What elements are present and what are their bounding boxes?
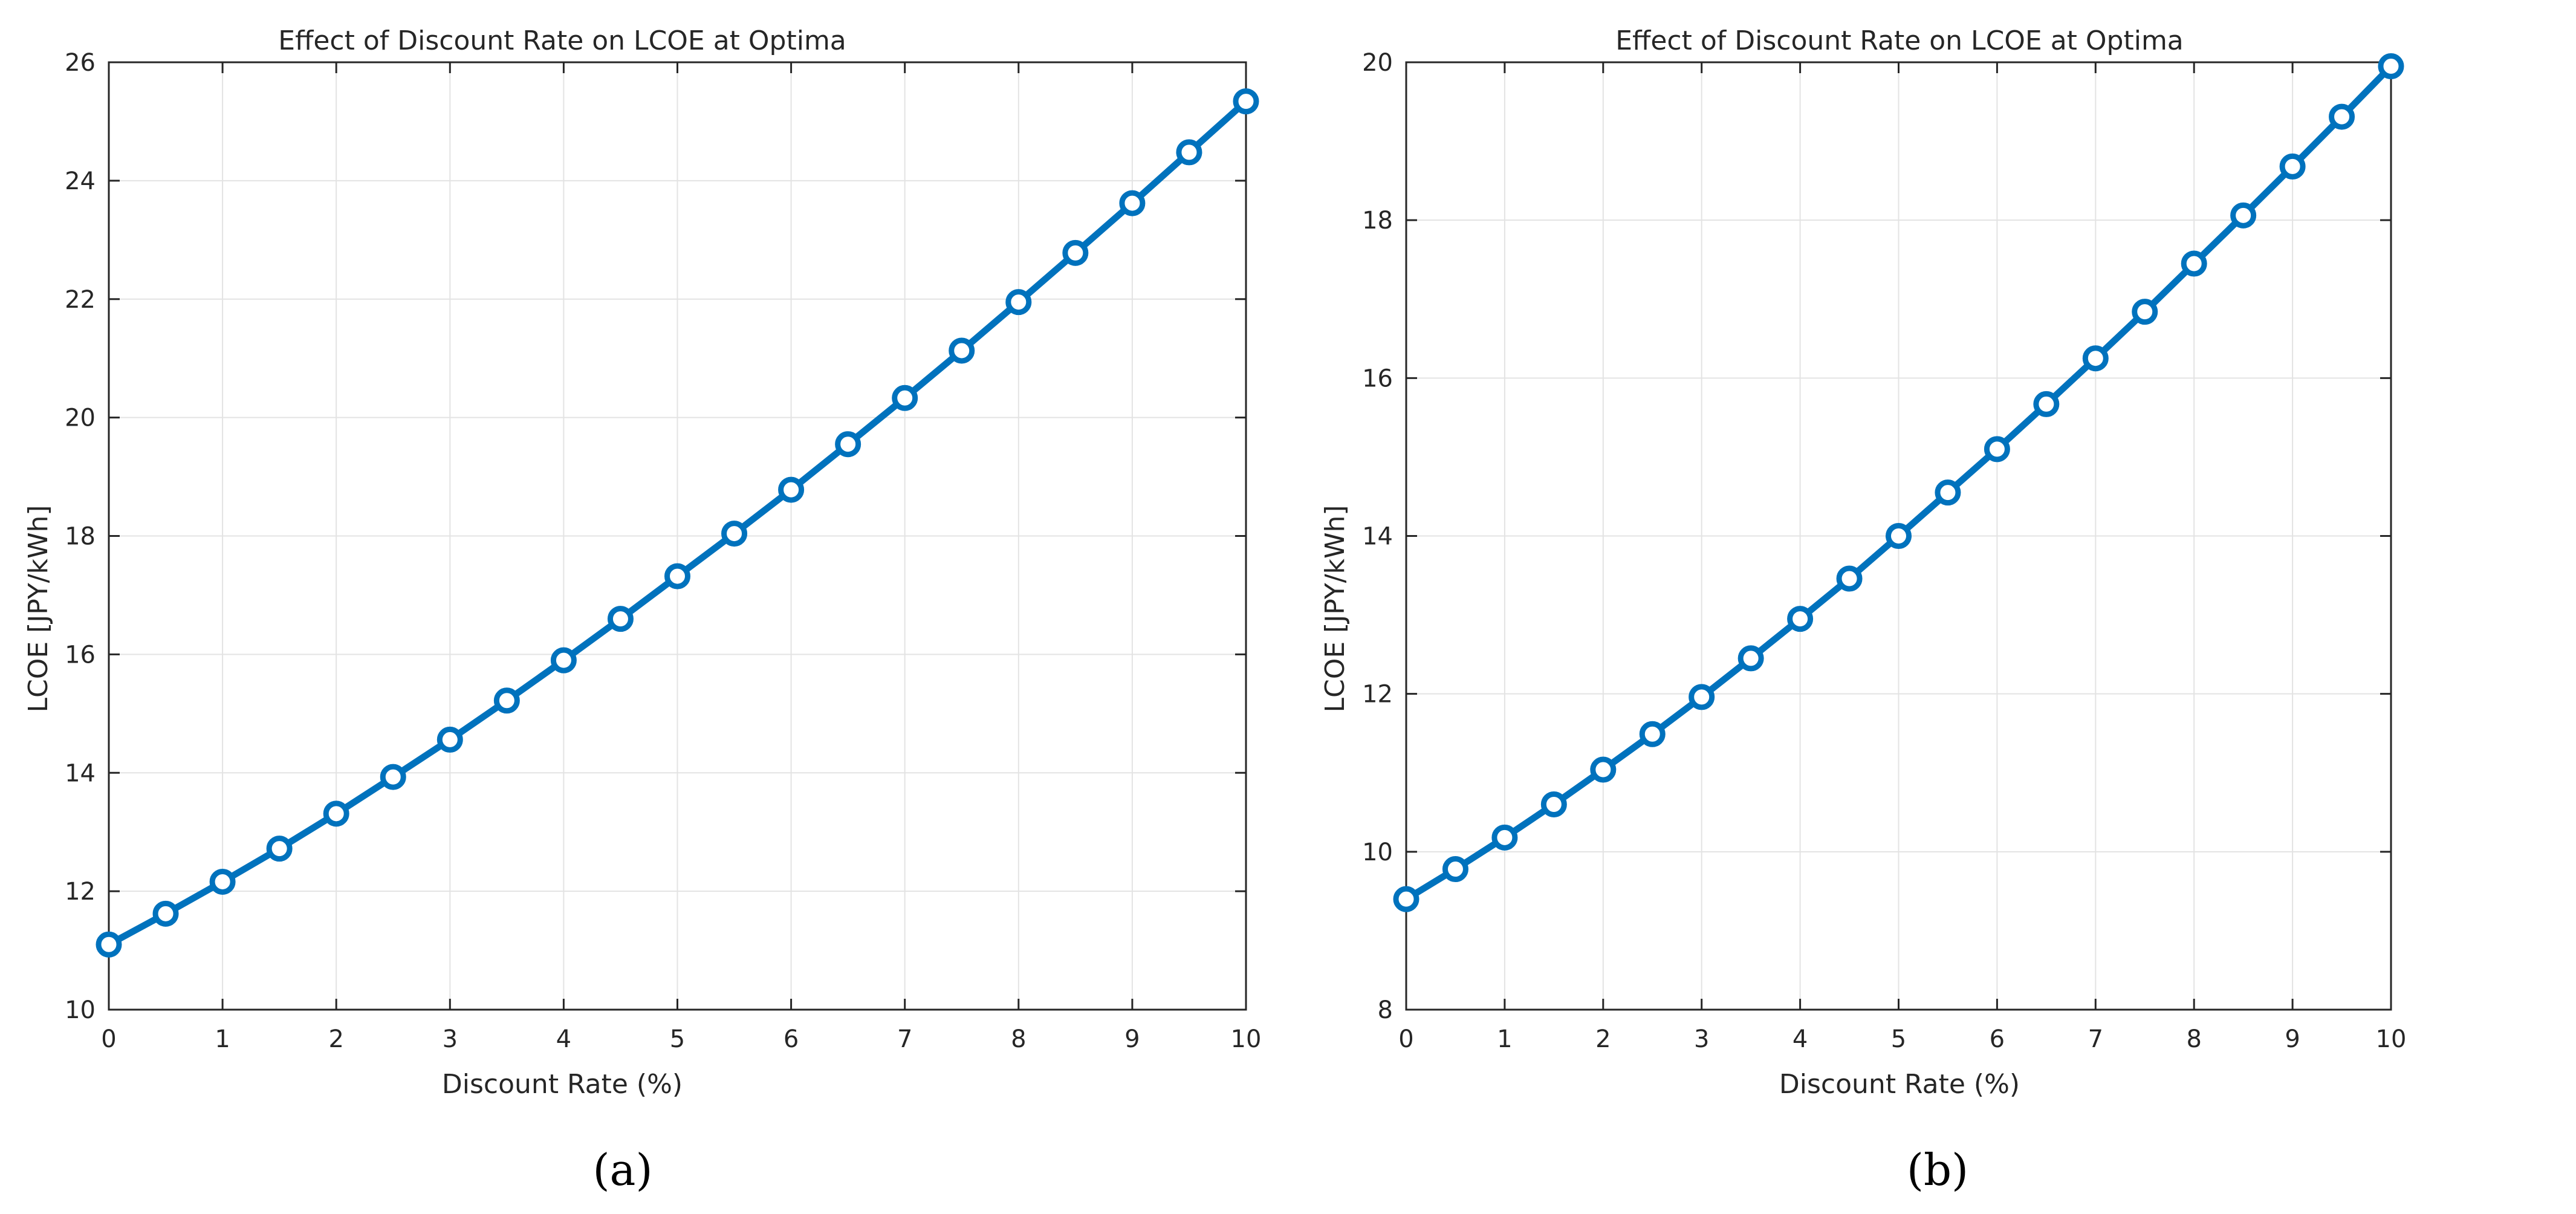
chart-a-title: Effect of Discount Rate on LCOE at Optim… <box>278 25 846 56</box>
chart-a-data-point <box>1005 289 1032 316</box>
chart-a-data-point <box>721 521 748 547</box>
chart-b-data-point <box>2329 103 2355 130</box>
chart-b-data-point <box>1787 606 1814 632</box>
caption-b: (b) <box>1907 1144 1968 1195</box>
chart-b: Effect of Discount Rate on LCOE at Optim… <box>1320 25 2406 1100</box>
chart-a-y-tick-label: 14 <box>65 759 96 787</box>
chart-b-x-axis-label: Discount Rate (%) <box>1779 1069 2020 1100</box>
chart-a-x-axis-label: Discount Rate (%) <box>442 1069 683 1100</box>
chart-b-y-tick-label: 18 <box>1362 207 1393 235</box>
chart-a-y-axis-label: LCOE [JPY/kWh] <box>23 505 54 712</box>
chart-a: Effect of Discount Rate on LCOE at Optim… <box>23 25 1261 1100</box>
chart-b-data-point <box>2033 391 2060 417</box>
chart-a-x-tick-label: 4 <box>556 1025 571 1053</box>
chart-b-data-point <box>2082 345 2109 372</box>
chart-b-x-tick-label: 9 <box>2285 1025 2300 1053</box>
chart-b-y-tick-label: 12 <box>1362 681 1393 709</box>
chart-b-data-point <box>2181 250 2207 277</box>
chart-a-x-tick-label: 1 <box>215 1025 230 1053</box>
chart-b-x-tick-label: 4 <box>1792 1025 1808 1053</box>
chart-b-x-tick-label: 5 <box>1891 1025 1906 1053</box>
chart-a-y-tick-label: 10 <box>65 996 96 1024</box>
chart-a-data-point <box>1062 239 1089 266</box>
chart-a-x-tick-label: 7 <box>897 1025 912 1053</box>
chart-a-x-tick-label: 2 <box>328 1025 343 1053</box>
chart-b-x-tick-label: 6 <box>1990 1025 2005 1053</box>
chart-a-y-tick-label: 20 <box>65 404 96 432</box>
chart-a-data-point <box>949 337 975 364</box>
caption-a: (a) <box>592 1144 652 1195</box>
chart-a-data-point <box>209 868 236 895</box>
chart-b-data-point <box>2230 202 2257 229</box>
chart-a-data-point <box>1233 88 1259 115</box>
chart-a-x-tick-label: 8 <box>1011 1025 1026 1053</box>
chart-b-x-tick-label: 2 <box>1595 1025 1611 1053</box>
chart-a-data-point <box>493 687 520 714</box>
chart-a-x-tick-label: 3 <box>443 1025 458 1053</box>
chart-a-data-point <box>1119 190 1146 216</box>
chart-b-data-point <box>2132 299 2158 325</box>
chart-a-data-point <box>607 606 634 632</box>
chart-a-x-tick-label: 9 <box>1124 1025 1140 1053</box>
chart-b-data-point <box>2279 153 2306 180</box>
chart-a-x-tick-label: 5 <box>670 1025 685 1053</box>
chart-a-data-point <box>266 836 293 862</box>
chart-b-y-tick-label: 8 <box>1378 996 1393 1024</box>
chart-a-y-tick-label: 24 <box>65 167 96 195</box>
chart-a-data-point <box>152 900 179 927</box>
chart-b-x-tick-label: 1 <box>1497 1025 1512 1053</box>
chart-a-y-tick-label: 26 <box>65 49 96 77</box>
chart-b-data-point <box>1639 721 1666 747</box>
chart-a-data-point <box>835 431 861 458</box>
chart-a-y-tick-label: 12 <box>65 878 96 906</box>
chart-b-data-point <box>1984 436 2010 463</box>
chart-b-data-point <box>1442 856 1468 883</box>
chart-b-title: Effect of Discount Rate on LCOE at Optim… <box>1615 25 2184 56</box>
chart-a-data-point <box>664 563 690 589</box>
chart-a-data-point <box>892 385 918 411</box>
chart-b-y-tick-label: 10 <box>1362 839 1393 866</box>
chart-a-data-point <box>323 800 349 827</box>
chart-a-x-tick-label: 10 <box>1231 1025 1262 1053</box>
chart-b-data-point <box>1836 565 1863 592</box>
chart-a-x-tick-label: 6 <box>784 1025 799 1053</box>
chart-b-x-tick-label: 10 <box>2376 1025 2407 1053</box>
chart-b-x-tick-label: 7 <box>2088 1025 2103 1053</box>
chart-b-data-point <box>1491 824 1518 851</box>
chart-a-data-point <box>436 726 463 753</box>
chart-b-x-tick-label: 8 <box>2186 1025 2201 1053</box>
chart-b-y-axis-label: LCOE [JPY/kWh] <box>1320 505 1351 712</box>
chart-b-x-tick-label: 3 <box>1694 1025 1709 1053</box>
chart-a-y-tick-label: 16 <box>65 641 96 669</box>
chart-b-data-point <box>1935 479 1961 506</box>
chart-b-x-tick-label: 0 <box>1398 1025 1413 1053</box>
chart-b-data-point <box>1590 756 1617 783</box>
chart-b-data-point <box>2378 53 2404 80</box>
chart-a-y-tick-label: 18 <box>65 523 96 551</box>
chart-b-data-point <box>1689 684 1715 710</box>
chart-a-data-point <box>778 476 805 503</box>
chart-b-data-point <box>1886 523 1912 549</box>
chart-a-data-point <box>550 647 577 674</box>
chart-a-data-point <box>1176 139 1202 166</box>
chart-b-data-point <box>1540 791 1567 817</box>
chart-b-data-point <box>1737 645 1764 672</box>
chart-a-data-point <box>380 764 406 790</box>
chart-b-y-tick-label: 16 <box>1362 365 1393 392</box>
chart-a-data-point <box>96 931 122 958</box>
chart-b-data-point <box>1393 886 1419 912</box>
chart-b-y-tick-label: 20 <box>1362 49 1393 77</box>
chart-b-y-tick-label: 14 <box>1362 523 1393 551</box>
chart-a-y-tick-label: 22 <box>65 286 96 314</box>
chart-a-x-tick-label: 0 <box>101 1025 116 1053</box>
